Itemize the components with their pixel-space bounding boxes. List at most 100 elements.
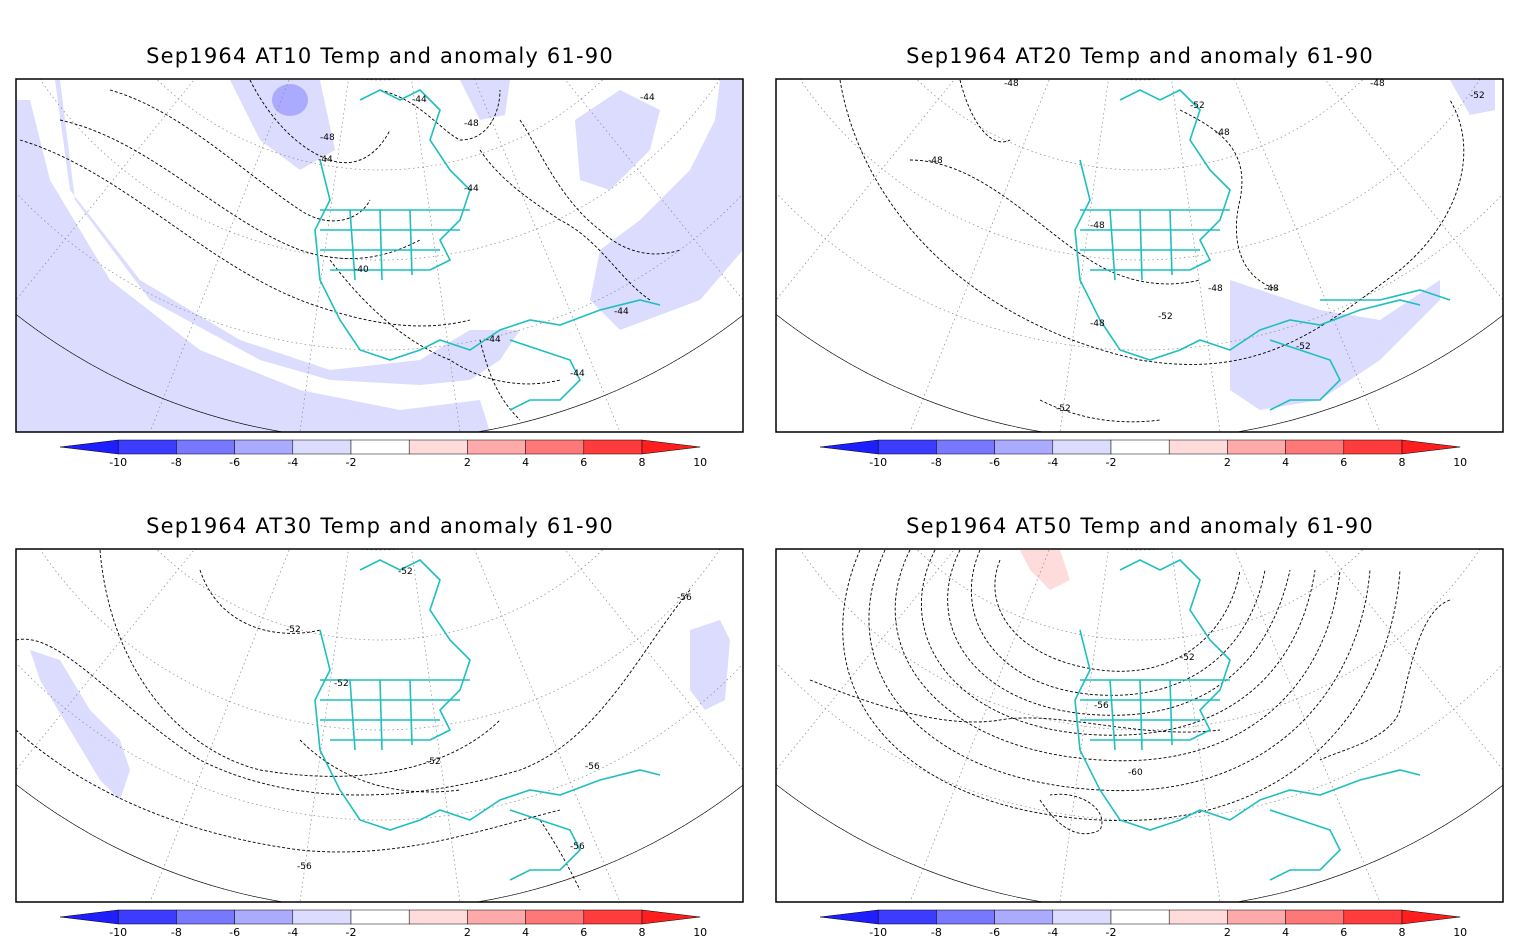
colorbar-tick-label: -2 xyxy=(346,926,357,939)
svg-text:-56: -56 xyxy=(585,762,600,772)
anomaly-shading xyxy=(1450,80,1495,115)
colorbar-tick-label: 8 xyxy=(639,456,646,469)
colorbar-swatch xyxy=(583,909,643,925)
colorbar-tick-label: 2 xyxy=(464,456,471,469)
map-svg: -44 -48 -44 -48 -44 -44 -40 -44 -44 -44 … xyxy=(15,78,744,469)
colorbar-swatch xyxy=(525,439,585,455)
colorbar-swatch xyxy=(176,439,235,455)
graticule xyxy=(16,549,743,902)
panel-title: Sep1964 AT30 Temp and anomaly 61-90 xyxy=(146,514,614,538)
colorbar-arrow-max xyxy=(1401,909,1461,925)
colorbar-tick-label: -4 xyxy=(1047,926,1058,939)
anomaly-core xyxy=(272,84,308,116)
svg-text:-52: -52 xyxy=(1180,653,1195,663)
svg-text:-44: -44 xyxy=(318,155,333,165)
svg-text:-52: -52 xyxy=(1158,312,1173,322)
svg-text:-48: -48 xyxy=(928,156,943,166)
anomaly-shading xyxy=(16,80,520,385)
colorbar-swatch xyxy=(583,439,643,455)
svg-text:-48: -48 xyxy=(320,133,335,143)
map-panel-at50: Sep1964 AT50 Temp and anomaly 61-90 xyxy=(760,470,1504,940)
map-frame xyxy=(15,548,744,903)
svg-text:-40: -40 xyxy=(354,265,369,275)
colorbar-tick-label: 10 xyxy=(693,926,707,939)
colorbar: -10 -8 -6 -4 -2 2 4 6 8 10 xyxy=(819,909,1467,939)
colorbar-swatch xyxy=(1052,909,1112,925)
colorbar-tick-label: -2 xyxy=(1106,456,1117,469)
colorbar-swatch xyxy=(1168,909,1228,925)
colorbar-tick-label: 10 xyxy=(693,456,707,469)
map-svg: -52 -52 -52 -52 -56 -56 -56 -56 -10 -8 -6-… xyxy=(15,548,744,939)
colorbar-tick-label: -6 xyxy=(989,926,1000,939)
colorbar-swatch xyxy=(467,439,526,455)
contour-labels: -48 -52 -48 -52 -48 -48 -48 -48 -48 -48 … xyxy=(928,79,1485,414)
svg-text:-56: -56 xyxy=(677,593,692,603)
colorbar-swatch xyxy=(1343,439,1403,455)
panel-title: Sep1964 AT50 Temp and anomaly 61-90 xyxy=(906,514,1374,538)
svg-text:-56: -56 xyxy=(570,842,585,852)
colorbar-swatch xyxy=(1052,439,1112,455)
colorbar-tick-label: 2 xyxy=(1224,456,1231,469)
colorbar-tick-label: -8 xyxy=(931,926,942,939)
colorbar-swatch xyxy=(117,439,177,455)
colorbar-swatch xyxy=(525,909,585,925)
colorbar-tick-label: -8 xyxy=(931,456,942,469)
colorbar-swatch xyxy=(117,909,177,925)
svg-text:-44: -44 xyxy=(614,307,629,317)
svg-text:-48: -48 xyxy=(1090,221,1105,231)
colorbar-swatch xyxy=(1285,439,1345,455)
anomaly-shading xyxy=(590,80,743,330)
svg-text:-48: -48 xyxy=(1208,284,1223,294)
map-panel-at30: Sep1964 AT30 Temp and anomaly 61-90 xyxy=(0,470,744,940)
panel-title: Sep1964 AT10 Temp and anomaly 61-90 xyxy=(146,44,614,68)
colorbar-swatch xyxy=(994,439,1054,455)
colorbar-tick-label: 4 xyxy=(1282,456,1289,469)
svg-text:-56: -56 xyxy=(297,862,312,872)
graticule xyxy=(16,79,743,432)
coastline xyxy=(314,559,661,881)
colorbar-tick-label: -10 xyxy=(109,456,127,469)
colorbar-swatch xyxy=(877,439,937,455)
colorbar-swatch xyxy=(1227,439,1286,455)
colorbar-swatch xyxy=(234,909,294,925)
svg-text:-48: -48 xyxy=(1004,79,1019,89)
colorbar-arrow-min xyxy=(59,909,119,925)
colorbar-tick-label: 8 xyxy=(1399,456,1406,469)
colorbar-arrow-max xyxy=(1401,439,1461,455)
colorbar-tick-label: 8 xyxy=(639,926,646,939)
colorbar-tick-label: -10 xyxy=(869,456,887,469)
map-frame xyxy=(775,78,1504,433)
contour-labels: -44 -48 -44 -48 -44 -44 -40 -44 -44 -44 xyxy=(318,93,655,379)
colorbar-tick-label: -10 xyxy=(869,926,887,939)
map-svg: -52 -56 -60 -10 -8 -6 -4 -2 2 4 6 8 10 xyxy=(775,548,1504,939)
colorbar-tick-label: 4 xyxy=(522,456,529,469)
anomaly-shading xyxy=(690,620,730,710)
svg-text:-44: -44 xyxy=(486,335,501,345)
colorbar-swatch xyxy=(1110,439,1170,455)
svg-text:-48: -48 xyxy=(1370,79,1385,89)
colorbar-swatch xyxy=(292,439,352,455)
colorbar-tick-label: -6 xyxy=(229,456,240,469)
colorbar-swatch xyxy=(936,439,995,455)
contour-labels: -52 -56 -60 xyxy=(1094,653,1195,778)
contours xyxy=(839,79,1465,423)
colorbar-tick-label: -4 xyxy=(287,926,298,939)
contours xyxy=(16,549,691,891)
colorbar-swatch xyxy=(1343,909,1403,925)
colorbar-tick-label: 6 xyxy=(1340,456,1347,469)
svg-text:-44: -44 xyxy=(464,184,479,194)
colorbar-swatch xyxy=(467,909,526,925)
svg-text:-52: -52 xyxy=(426,757,441,767)
svg-text:-44: -44 xyxy=(412,95,427,105)
coastline xyxy=(314,89,661,411)
anomaly-shading xyxy=(575,90,660,190)
colorbar-arrow-min xyxy=(819,439,879,455)
colorbar-swatch xyxy=(176,909,235,925)
colorbar-tick-label: 2 xyxy=(464,926,471,939)
colorbar-arrow-max xyxy=(641,909,701,925)
colorbar-tick-label: -2 xyxy=(1106,926,1117,939)
svg-text:-48: -48 xyxy=(1090,319,1105,329)
colorbar-swatch xyxy=(1110,909,1170,925)
contour-labels: -52 -52 -52 -52 -56 -56 -56 -56 xyxy=(286,567,692,872)
colorbar-arrow-max xyxy=(641,439,701,455)
